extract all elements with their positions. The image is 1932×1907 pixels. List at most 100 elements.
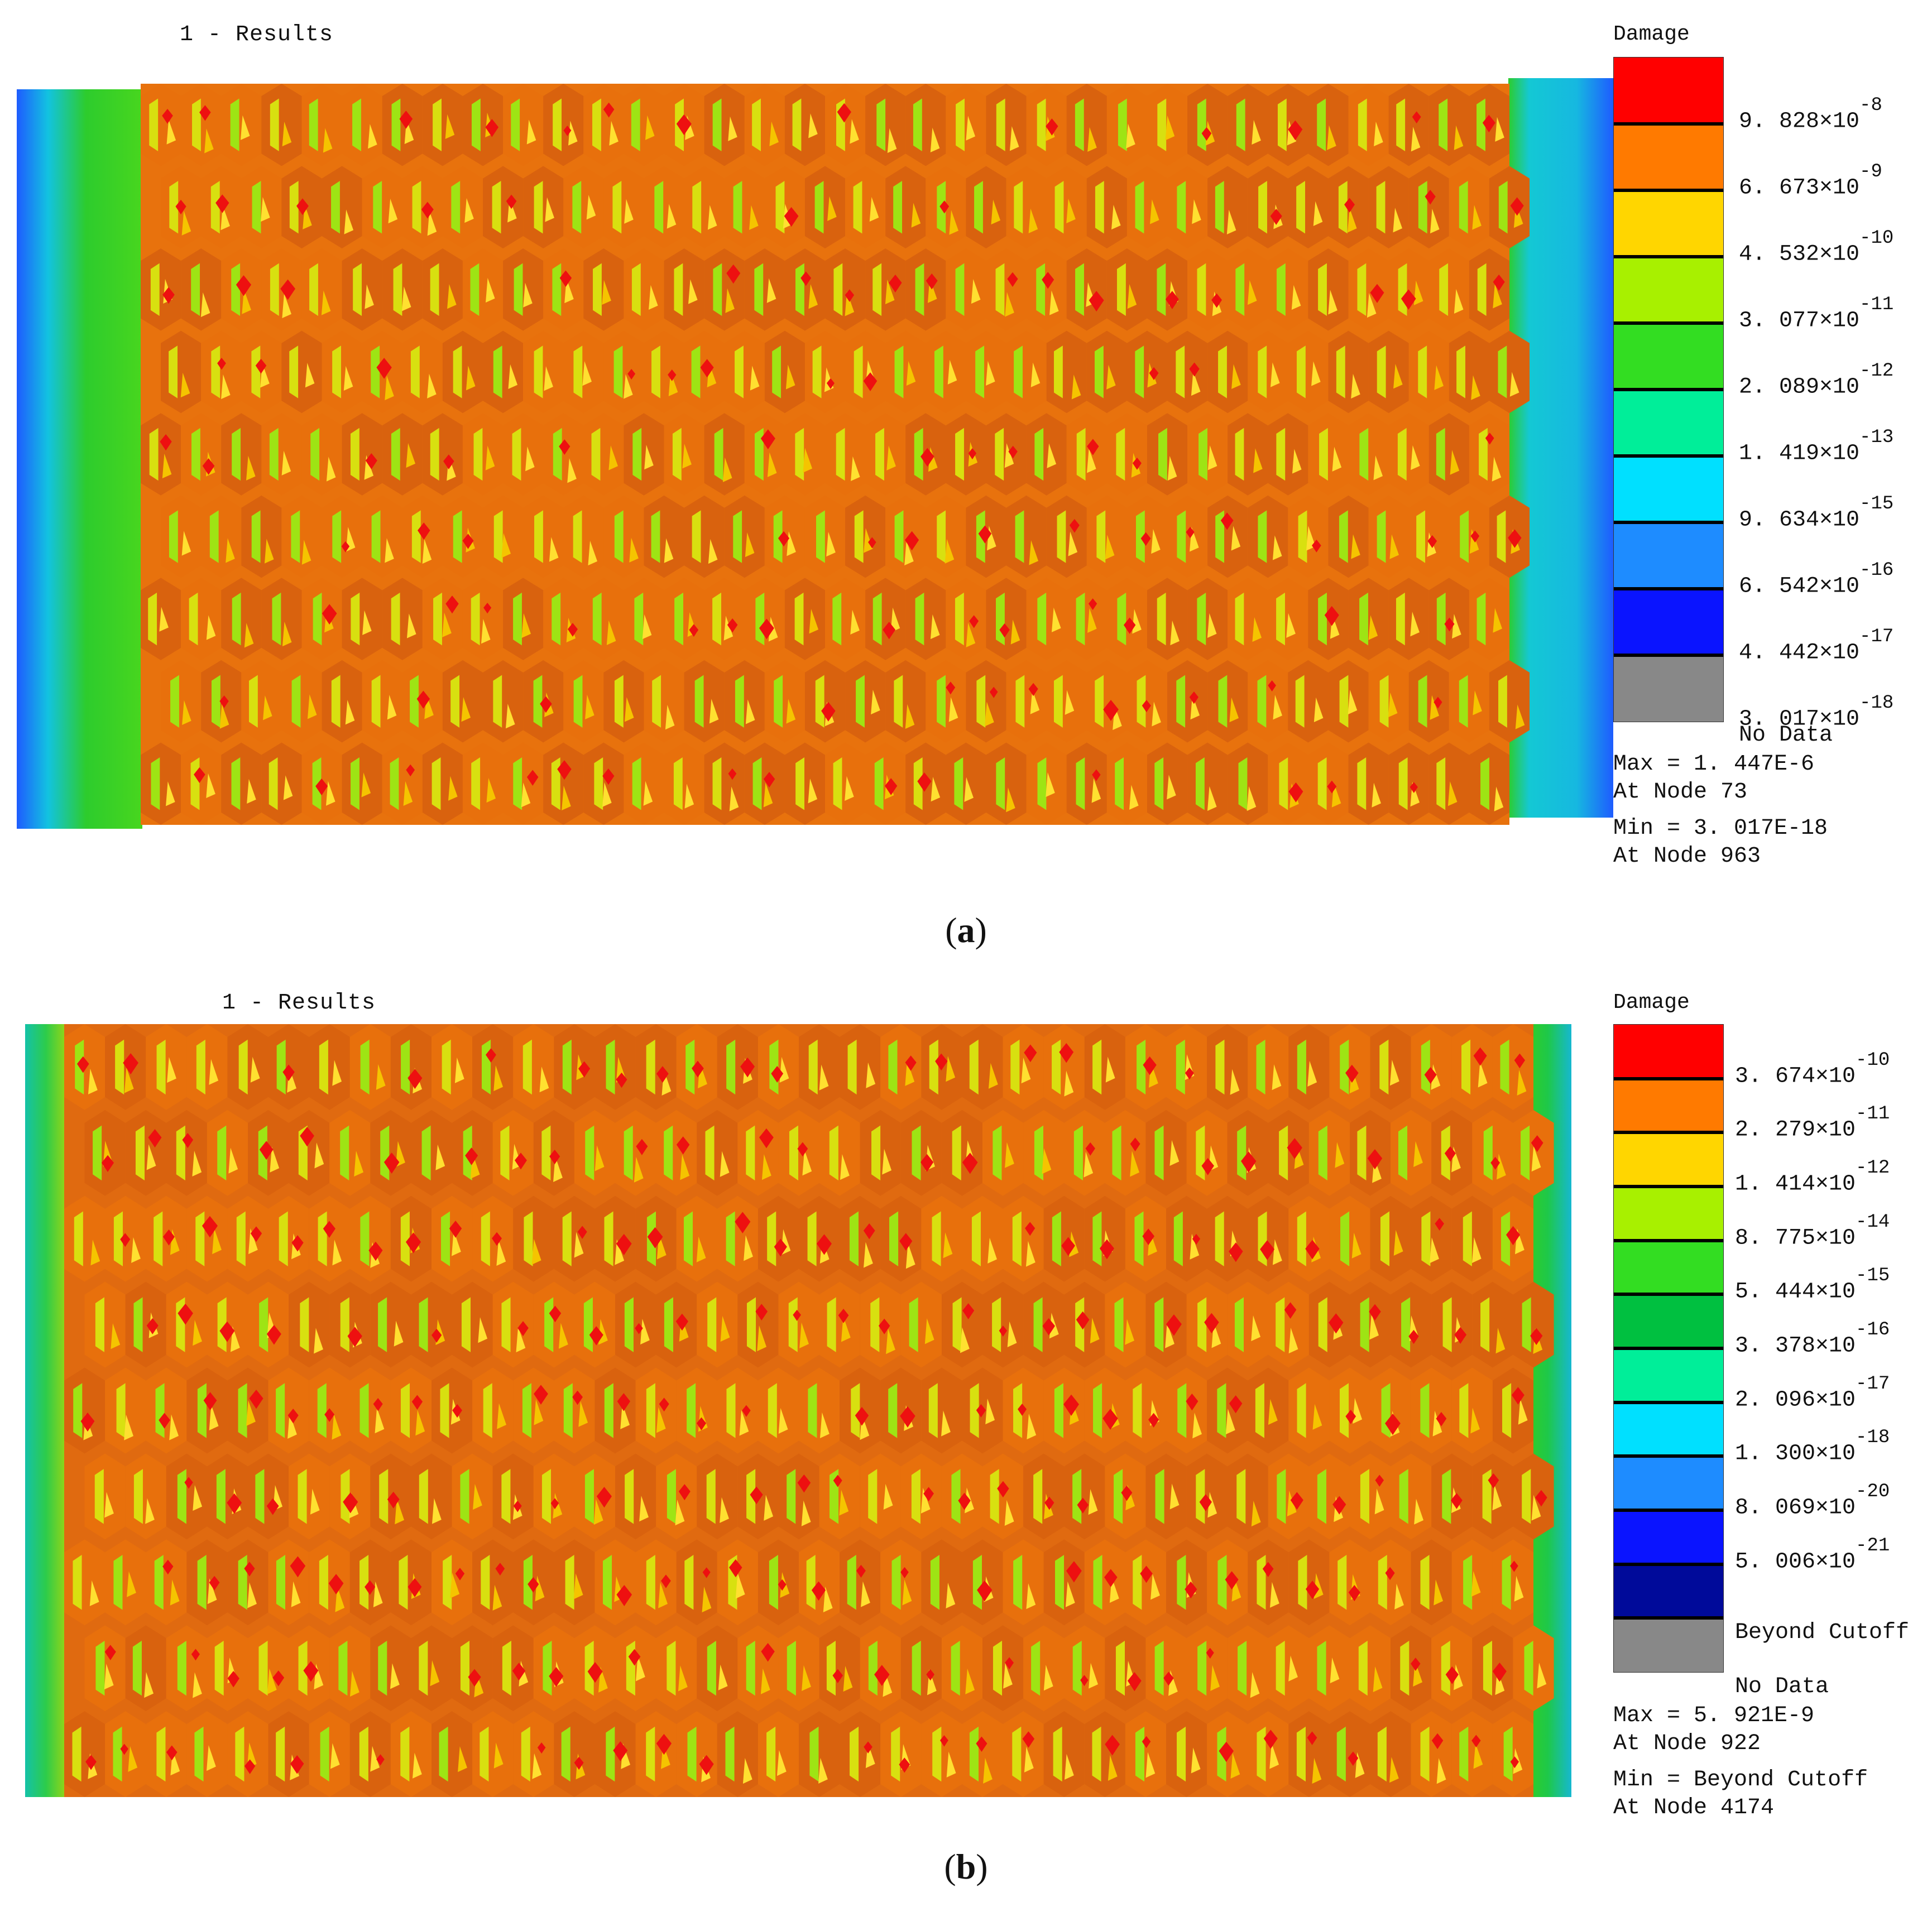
mesh-facet	[430, 427, 439, 481]
hot-spot	[1436, 1412, 1447, 1426]
mesh-facet	[626, 1640, 635, 1696]
mesh-facet	[562, 785, 571, 811]
mesh-facet	[1132, 609, 1142, 634]
legend-tick-label: 1. 300×10-18	[1735, 1427, 1890, 1467]
mesh-facet	[832, 592, 842, 646]
mesh-cell	[1348, 578, 1389, 660]
hot-spot	[455, 1568, 465, 1581]
mesh-facet	[1087, 608, 1097, 633]
mesh-cell	[1026, 413, 1067, 496]
mesh-facet	[1192, 199, 1201, 224]
mesh-facet	[787, 1469, 796, 1524]
legend-beyond-cutoff-label: Beyond Cutoff	[1735, 1620, 1910, 1645]
mesh-facet	[1012, 1726, 1022, 1782]
mesh-cell	[595, 1024, 636, 1110]
mesh-facet	[707, 1297, 717, 1352]
hot-spot	[1324, 606, 1339, 626]
mesh-facet	[1170, 620, 1180, 646]
mesh-facet	[1337, 1555, 1347, 1610]
mesh-facet	[473, 427, 483, 481]
hot-spot	[997, 1481, 1009, 1498]
mesh-cell	[1187, 413, 1228, 496]
hot-spot	[833, 1474, 842, 1487]
hot-spot	[900, 1406, 915, 1428]
mesh-cell	[1248, 1367, 1289, 1454]
mesh-facet	[1190, 1233, 1200, 1260]
mesh-facet	[401, 286, 411, 311]
mesh-facet	[1247, 280, 1257, 305]
hot-spot	[572, 1390, 583, 1405]
hot-spot	[855, 1407, 869, 1426]
mesh-facet	[1531, 1495, 1541, 1521]
hot-spot	[1510, 1756, 1519, 1769]
mesh-cell	[1472, 1453, 1513, 1540]
mesh-cell	[1388, 742, 1429, 825]
mesh-facet	[471, 98, 481, 151]
mesh-cell	[1166, 1539, 1207, 1626]
legend-swatch	[1614, 57, 1723, 124]
mesh-cell	[161, 495, 202, 578]
mesh-facet	[516, 1326, 526, 1353]
hot-spot	[462, 534, 474, 549]
hot-spot	[989, 686, 998, 698]
mesh-cell	[166, 1453, 207, 1540]
mesh-facet	[217, 1297, 227, 1352]
mesh-cell	[941, 1625, 982, 1712]
mesh-facet	[1047, 443, 1057, 468]
mesh-facet	[1028, 208, 1038, 233]
mesh-facet	[861, 1581, 870, 1607]
mesh-facet	[435, 1144, 445, 1170]
hot-spot	[1370, 284, 1384, 304]
hot-spot	[1185, 1067, 1194, 1080]
mesh-cell	[1428, 413, 1469, 496]
mesh-facet	[592, 592, 602, 646]
mesh-facet	[1250, 1672, 1260, 1698]
mesh-facet	[319, 1555, 328, 1610]
mesh-facet	[373, 181, 382, 234]
mesh-cell	[1350, 1453, 1391, 1540]
mesh-cell	[1388, 248, 1429, 331]
mesh-cell	[1066, 248, 1107, 331]
mesh-cell	[442, 166, 483, 249]
mesh-facet	[156, 1039, 166, 1095]
mesh-facet	[970, 1383, 979, 1438]
mesh-facet	[1420, 1383, 1430, 1438]
hot-spot	[1268, 680, 1276, 692]
mesh-cell	[946, 248, 986, 331]
mesh-cell	[1228, 84, 1268, 166]
mesh-facet	[585, 694, 595, 720]
mesh-facet	[785, 364, 795, 390]
mesh-facet	[193, 1485, 203, 1511]
mesh-facet	[850, 609, 860, 635]
hot-spot	[343, 1492, 358, 1514]
mesh-cell	[1513, 1281, 1554, 1368]
mesh-facet	[318, 1211, 327, 1266]
hot-spot	[1066, 1561, 1082, 1583]
hot-spot	[800, 271, 812, 286]
mesh-facet	[400, 1383, 410, 1438]
mesh-facet	[726, 1211, 735, 1266]
mesh-cell	[362, 660, 402, 743]
mesh-facet	[1004, 1500, 1014, 1526]
mesh-cell	[161, 330, 202, 414]
mesh-facet	[745, 532, 755, 558]
hot-spot	[647, 1227, 663, 1248]
mesh-facet	[951, 1469, 961, 1524]
mesh-facet	[88, 1068, 98, 1094]
mesh-cell	[982, 1625, 1024, 1712]
mesh-facet	[521, 1726, 530, 1782]
hot-spot	[1199, 1494, 1212, 1511]
mesh-facet	[194, 1726, 204, 1782]
mesh-cell	[1431, 1281, 1473, 1368]
mesh-cell	[615, 1109, 656, 1196]
hot-spot	[1105, 1735, 1120, 1756]
mesh-facet	[276, 1555, 286, 1610]
mesh-facet	[674, 263, 683, 316]
mesh-facet	[882, 1149, 892, 1175]
mesh-facet	[776, 1750, 787, 1776]
mesh-cell	[1489, 330, 1530, 414]
mesh-facet	[768, 1383, 777, 1438]
mesh-cell	[1125, 1539, 1166, 1626]
hot-spot	[1427, 535, 1437, 549]
legend-separator	[1614, 1238, 1723, 1242]
